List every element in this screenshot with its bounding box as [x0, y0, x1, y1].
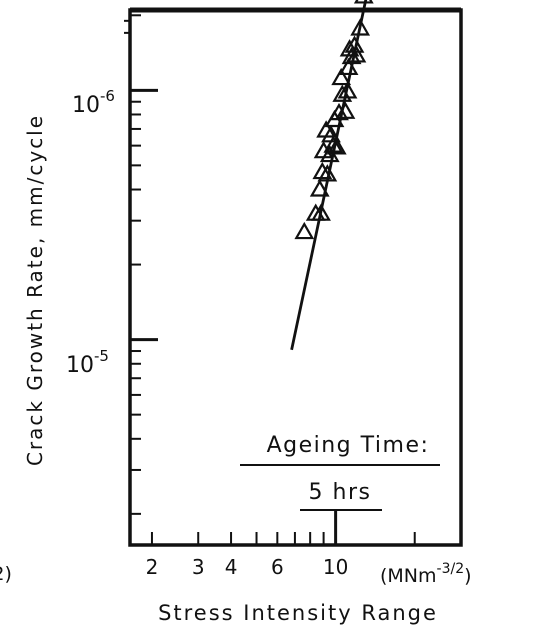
y-tick-lower-base: 10 — [66, 353, 94, 378]
x-tick-label: 6 — [271, 555, 284, 579]
annotation-line1: Ageing Time: — [267, 433, 430, 458]
data-point-triangle — [337, 81, 358, 99]
data-point-triangle — [331, 67, 352, 86]
fit-line — [290, 0, 368, 351]
y-tick-lower-exp: -5 — [94, 347, 109, 365]
x-axis-title: Stress Intensity Range — [158, 601, 438, 625]
x-tick-label: 3 — [192, 555, 205, 579]
data-point-triangle — [294, 221, 315, 240]
data-point-triangle — [329, 102, 349, 121]
data-point-triangle — [353, 0, 374, 4]
x-unit-text: (MNm — [380, 565, 437, 587]
y-tick-upper-base: 10 — [72, 93, 100, 118]
data-point-triangle — [338, 57, 359, 76]
data-point-triangle — [344, 35, 365, 53]
x-axis-ticks — [150, 509, 462, 545]
x-tick-labels: 2 3 4 6 10 — [146, 555, 349, 579]
data-point-triangle — [350, 18, 371, 36]
y-axis-ticks — [124, 14, 158, 515]
data-point-triangle — [332, 84, 353, 102]
y-tick-label-upper: 10-6 — [72, 87, 115, 118]
data-point-triangle — [326, 137, 347, 155]
x-tick-label: 10 — [323, 555, 348, 579]
left-edge-fragment: /2) — [0, 563, 12, 585]
x-unit-close: ) — [464, 565, 471, 587]
data-point-triangle — [321, 125, 341, 143]
data-point-triangle — [339, 39, 360, 57]
y-tick-label-lower: 10-5 — [66, 347, 109, 378]
data-point-triangle — [323, 135, 344, 153]
x-tick-label: 4 — [225, 555, 238, 579]
data-point-triangle — [309, 179, 330, 197]
x-unit-exp: -3/2 — [437, 561, 465, 577]
data-point-triangle — [311, 203, 331, 221]
data-markers — [294, 0, 374, 240]
data-point-triangle — [317, 164, 338, 182]
data-point-triangle — [335, 101, 356, 119]
annotation-line2: 5 hrs — [309, 480, 372, 505]
x-tick-label: 2 — [146, 555, 159, 579]
y-tick-upper-exp: -6 — [100, 87, 115, 105]
data-point-triangle — [312, 161, 333, 180]
x-unit-label: (MNm-3/2) — [380, 561, 472, 587]
y-axis-title: Crack Growth Rate, mm/cycle — [23, 114, 47, 466]
